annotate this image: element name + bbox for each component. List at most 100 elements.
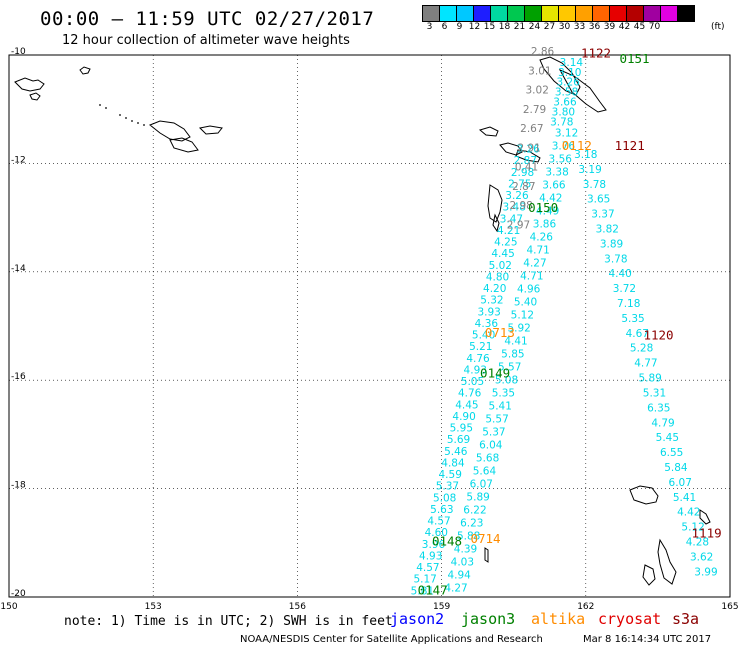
coastline [484,547,489,563]
wave-height-value: 3.47 [500,213,523,225]
wave-height-value: 3.86 [533,218,557,230]
lat-tick-label: -14 [11,264,26,274]
wave-height-value: 3.66 [542,179,566,191]
color-scale-label: 18 [498,22,511,32]
color-scale-label: 15 [483,22,496,32]
wave-height-value: 4.25 [494,237,517,249]
wave-height-value: 3.10 [558,67,581,79]
wave-height-value: 3.65 [587,194,610,206]
color-scale-unit: (ft) [711,22,725,32]
wave-height-value: 4.71 [520,270,543,282]
wave-height-value: 3.12 [555,127,578,139]
color-scale-label: 3 [426,22,433,32]
wave-height-value: 2.97 [507,219,530,231]
color-scale-label: 27 [543,22,556,32]
coastline [629,485,659,505]
color-scale-labels: 3 6 9 12 15 18 21 24 27 30 33 36 39 42 45 70 [422,22,662,32]
color-scale-label: 33 [573,22,586,32]
wave-height-value: 4.71 [526,244,549,256]
wave-height-value: 5.40 [514,296,537,308]
coastline [487,184,503,223]
lat-tick-label: -20 [11,589,26,599]
wave-height-value: 5.31 [643,387,666,399]
wave-height-value: 5.35 [621,313,644,325]
color-scale-bar [422,5,695,22]
lat-tick-label: -16 [11,372,26,382]
wave-height-value: 5.89 [466,492,489,504]
wave-height-value: 3.14 [560,57,584,69]
wave-height-value: 5.69 [447,434,470,446]
wave-height-value: 4.90 [452,411,475,423]
wave-height-value: 6.04 [479,439,503,451]
pass-time-label: 1119 [692,525,722,540]
pass-time-label: 0714 [470,531,500,546]
wave-height-value: 4.39 [454,544,477,556]
reef-dot [105,107,107,109]
wave-height-value: 3.78 [604,253,627,265]
wave-height-value: 6.55 [660,447,683,459]
timestamp-text: Mar 8 16:14:34 UTC 2017 [583,634,712,645]
pass-time-label: 0151 [619,51,649,66]
wave-height-value: 2.98 [509,200,532,212]
wave-height-value: 5.12 [511,309,534,321]
wave-height-value: 4.45 [455,399,478,411]
wave-height-value: 5.85 [501,348,524,360]
wave-height-value: 4.40 [608,268,631,280]
wave-height-value: 5.21 [469,341,492,353]
wave-height-value: 5.12 [681,522,704,534]
wave-height-value: 3.99 [694,566,717,578]
pass-time-label: 1122 [581,46,611,61]
wave-height-value: 5.08 [495,374,518,386]
wave-height-value: 4.27 [523,257,546,269]
color-scale-label: 30 [558,22,571,32]
wave-height-value: 5.57 [498,361,521,373]
color-scale-label: 21 [513,22,526,32]
wave-height-value: 3.76 [552,140,576,152]
wave-height-value: 4.57 [427,516,450,528]
wave-height-value: 4.93 [419,550,442,562]
wave-height-value: 7.18 [617,298,640,310]
wave-height-value: 4.67 [626,328,649,340]
wave-height-value: 4.94 [447,570,471,582]
wave-height-value: 4.93 [464,364,487,376]
wave-height-value: 4.36 [475,318,499,330]
wave-height-value: 5.37 [436,481,459,493]
pass-time-label: 1120 [643,328,673,343]
reef-dot [137,122,139,124]
wave-height-value: 3.48 [503,202,526,214]
wave-height-value: 4.28 [686,537,709,549]
wave-height-value: 6.22 [463,505,486,517]
coastline [29,92,41,101]
wave-height-value: 2.87 [514,155,537,167]
satellite-legend-item: cryosat [598,610,662,628]
wave-height-value: 5.02 [489,260,512,272]
wave-height-value: 4.59 [439,469,462,481]
wave-height-value: 4.26 [530,231,554,243]
wave-height-value: 5.41 [673,492,696,504]
wave-height-value: 3.18 [574,149,597,161]
wave-height-value: 4.20 [483,283,506,295]
wave-height-value: 4.77 [634,358,657,370]
wave-height-value: 4.41 [504,335,527,347]
wave-height-value: 2.67 [520,123,543,135]
wave-height-value: 5.45 [656,432,679,444]
pass-time-label: 0148 [432,534,462,549]
page-title: 00:00 – 11:59 UTC 02/27/2017 [40,8,375,30]
wave-height-value: 6.35 [647,402,670,414]
reef-dot [119,114,121,116]
wave-height-value: 3.26 [505,190,529,202]
pass-time-label: 0150 [528,200,558,215]
wave-height-value: 4.42 [539,192,562,204]
wave-height-value: 5.88 [457,531,480,543]
wave-height-value: 4.79 [651,417,674,429]
map-frame [8,54,731,598]
pass-time-label: 0149 [480,365,510,380]
color-scale-label: 6 [441,22,448,32]
pass-time-label: 1121 [615,138,645,153]
wave-height-value: 3.58 [555,87,578,99]
wave-height-value: 5.35 [492,387,515,399]
wave-height-value: 5.28 [630,343,653,355]
wave-height-value: 2.98 [511,167,534,179]
wave-height-value: 5.40 [472,330,495,342]
wave-height-value: 5.89 [638,373,661,385]
